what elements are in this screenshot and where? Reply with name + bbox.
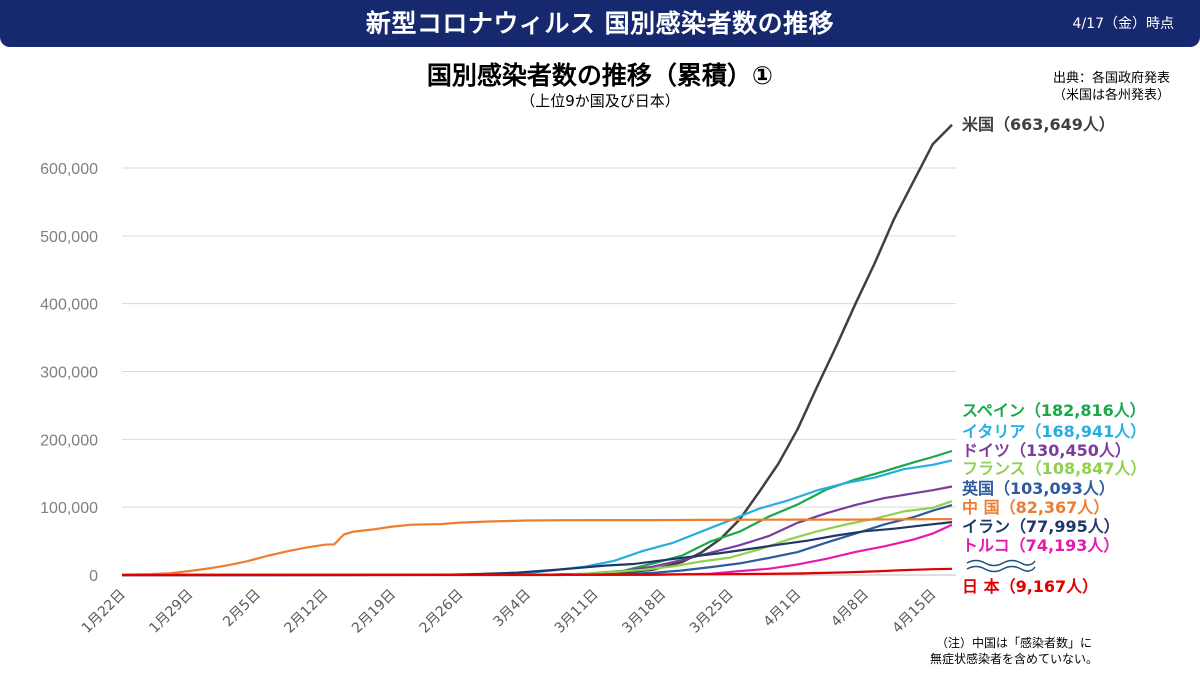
page-title: 新型コロナウィルス 国別感染者数の推移	[365, 9, 835, 38]
x-tick-label: 1月22日	[79, 587, 129, 637]
y-axis-ticks: 0 100,000 200,000 300,000 400,000 500,000 600,…	[40, 161, 98, 585]
series-lines	[121, 123, 953, 577]
series-label-日本: 日 本（9,167人）	[962, 577, 1098, 596]
y-tick-label: 300,000	[40, 365, 98, 382]
break-symbol-icon	[966, 559, 1036, 573]
chart-title: 国別感染者数の推移（累積）①	[426, 61, 774, 90]
x-tick-label: 3月25日	[687, 587, 737, 637]
x-tick-label: 4月1日	[761, 587, 805, 631]
source-line-2: （米国は各州発表）	[1052, 88, 1170, 103]
y-tick-label: 600,000	[40, 161, 98, 178]
series-label-中国: 中 国（82,367人）	[962, 498, 1109, 517]
source-line-1: 出典：各国政府発表	[1052, 71, 1170, 86]
y-tick-label: 0	[89, 568, 98, 585]
footnote-line-2: 無症状感染者を含めていない。	[930, 652, 1099, 666]
series-label-トルコ: トルコ（74,193人）	[962, 536, 1119, 555]
series-label-英国: 英国（103,093人）	[961, 479, 1115, 498]
x-tick-label: 1月29日	[146, 587, 196, 637]
x-tick-label: 4月15日	[890, 587, 940, 637]
x-tick-label: 4月8日	[828, 587, 872, 631]
source-note: 出典：各国政府発表 （米国は各州発表）	[1053, 70, 1170, 104]
gridlines	[122, 167, 956, 576]
y-tick-label: 200,000	[40, 432, 98, 449]
chart-subtitle: （上位9か国及び日本）	[520, 92, 680, 110]
x-axis-ticks: 1月22日 1月29日 2月5日 2月12日 2月19日 2月26日 3月4日 3月11日 3月…	[79, 587, 940, 637]
series-line-トルコ	[121, 523, 953, 577]
series-line-中国	[121, 518, 953, 576]
x-tick-label: 2月5日	[220, 587, 264, 631]
series-line-日本	[121, 567, 953, 577]
x-tick-label: 2月26日	[417, 587, 467, 637]
series-line-イラン	[122, 521, 953, 577]
series-label-スペイン: スペイン（182,816人）	[962, 401, 1146, 420]
series-label-イタリア: イタリア（168,941人）	[962, 422, 1146, 441]
series-label-フランス: フランス（108,847人）	[962, 459, 1147, 478]
series-label-ドイツ: ドイツ（130,450人）	[962, 441, 1131, 460]
header-banner: 新型コロナウィルス 国別感染者数の推移 4/17（金）時点	[0, 0, 1200, 47]
x-tick-label: 3月4日	[490, 587, 534, 631]
x-tick-label: 2月12日	[281, 587, 331, 637]
x-tick-label: 2月19日	[349, 587, 399, 637]
series-label-イラン: イラン（77,995人）	[962, 517, 1120, 536]
y-tick-label: 500,000	[40, 229, 98, 246]
x-tick-label: 3月18日	[619, 587, 669, 637]
as-of-date: 4/17（金）時点	[1072, 16, 1174, 32]
footnote: （注）中国は「感染者数」に 無症状感染者を含めていない。	[930, 635, 1098, 667]
x-tick-label: 3月11日	[552, 587, 602, 637]
footnote-line-1: （注）中国は「感染者数」に	[936, 636, 1093, 650]
series-labels: 米国（663,649人） スペイン（182,816人） イタリア（168,941人）…	[961, 115, 1147, 596]
series-line-英国	[121, 504, 953, 577]
y-tick-label: 400,000	[40, 297, 98, 314]
series-label-米国: 米国（663,649人）	[962, 115, 1115, 134]
y-tick-label: 100,000	[40, 500, 98, 517]
